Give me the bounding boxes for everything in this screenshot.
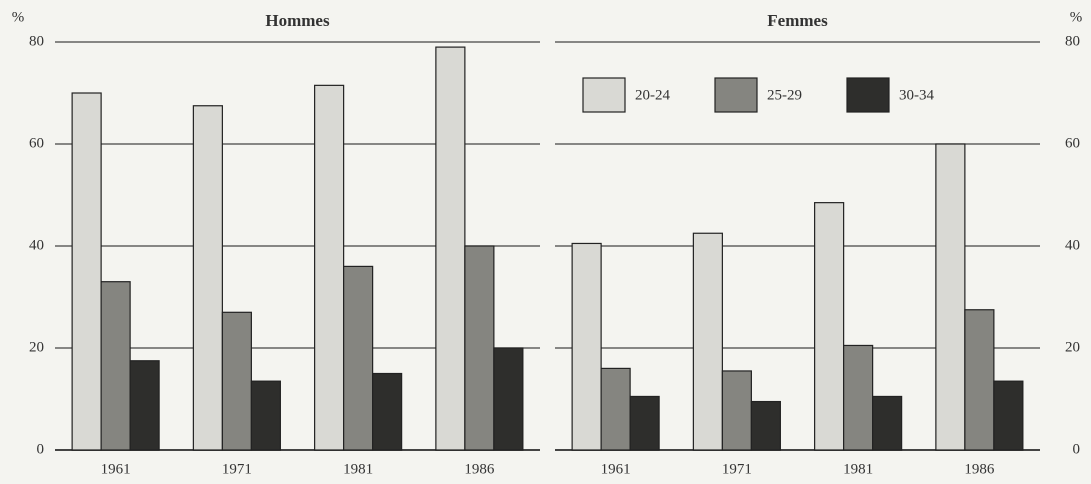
legend-swatch [582, 77, 626, 113]
legend-label: 25-29 [767, 87, 802, 103]
legend-swatch [846, 77, 890, 113]
y-tick-label: 80 [1065, 33, 1080, 49]
x-tick-label: 1961 [601, 461, 631, 477]
bar [843, 344, 874, 451]
chart-title: Hommes [265, 11, 330, 30]
bar [250, 380, 281, 451]
bar [872, 395, 903, 451]
bar [721, 370, 752, 451]
bar [493, 347, 524, 451]
y-tick-label: 60 [29, 135, 44, 151]
bar [435, 46, 466, 451]
bar [343, 265, 374, 451]
x-tick-label: 1971 [222, 461, 252, 477]
y-axis-label: % [12, 9, 25, 25]
bar [750, 400, 781, 451]
legend-label: 30-34 [899, 87, 934, 103]
y-tick-label: 20 [1065, 339, 1080, 355]
legend-swatch [714, 77, 758, 113]
bar [372, 372, 403, 451]
chart-title: Femmes [767, 11, 828, 30]
legend-label: 20-24 [635, 87, 670, 103]
bar [964, 309, 995, 451]
y-tick-label: 0 [1073, 441, 1081, 457]
bar [814, 202, 845, 451]
y-tick-label: 60 [1065, 135, 1080, 151]
bar [221, 311, 252, 451]
x-tick-label: 1981 [843, 461, 873, 477]
bar [314, 84, 345, 451]
bar [600, 367, 631, 451]
x-tick-label: 1986 [464, 461, 495, 477]
x-tick-label: 1971 [722, 461, 752, 477]
y-tick-label: 40 [1065, 237, 1080, 253]
bar [935, 143, 966, 451]
bar [129, 360, 160, 451]
bar [192, 105, 223, 451]
y-tick-label: 40 [29, 237, 44, 253]
bar [993, 380, 1024, 451]
y-tick-label: 80 [29, 33, 44, 49]
y-tick-label: 0 [37, 441, 45, 457]
bar [100, 281, 131, 451]
x-tick-label: 1986 [964, 461, 995, 477]
bar [692, 232, 723, 451]
bar [629, 395, 660, 451]
bar [571, 242, 602, 451]
x-tick-label: 1981 [343, 461, 373, 477]
bar [464, 245, 495, 451]
y-axis-label: % [1070, 9, 1083, 25]
y-tick-label: 20 [29, 339, 44, 355]
x-tick-label: 1961 [101, 461, 131, 477]
bar [71, 92, 102, 451]
